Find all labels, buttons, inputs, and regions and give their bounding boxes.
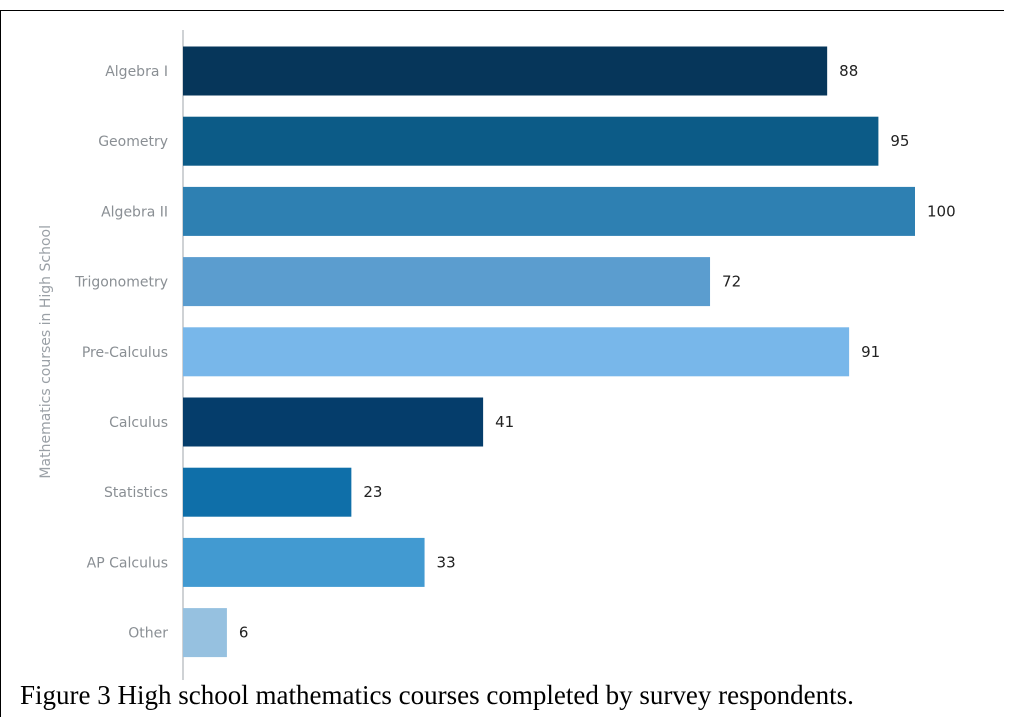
bar-ap-calculus [183, 537, 425, 587]
bar-other [183, 608, 227, 658]
value-label: 91 [861, 343, 880, 361]
value-label: 88 [839, 62, 858, 80]
category-label: Algebra II [101, 204, 168, 220]
bar-trigonometry [183, 257, 711, 307]
bar-algebra-i [183, 46, 828, 96]
frame-top-border [0, 10, 1004, 11]
value-label: 95 [890, 132, 909, 150]
bar-pre-calculus [183, 327, 850, 377]
category-label: Algebra I [105, 64, 168, 80]
category-label: Geometry [98, 134, 168, 150]
category-label: Statistics [104, 485, 168, 501]
category-label: Trigonometry [74, 275, 168, 291]
frame-left-border [0, 10, 1, 717]
bar-geometry [183, 116, 879, 166]
category-label: AP Calculus [87, 555, 168, 571]
value-label: 100 [927, 202, 956, 220]
bar-calculus [183, 397, 484, 447]
category-label: Other [128, 626, 168, 642]
value-label: 41 [495, 413, 514, 431]
bar-algebra-ii [183, 186, 915, 236]
category-label: Pre-Calculus [82, 345, 168, 361]
category-label: Calculus [109, 415, 168, 431]
y-axis-title: Mathematics courses in High School [38, 225, 54, 479]
value-label: 72 [722, 273, 741, 291]
bar-chart: Mathematics courses in High School Algeb… [38, 30, 956, 680]
value-label: 23 [363, 483, 382, 501]
bars-group: Algebra I 88 Geometry 95 Algebra II 100 Trigon… [74, 46, 956, 658]
bar-statistics [183, 467, 352, 517]
value-label: 6 [239, 624, 249, 642]
value-label: 33 [437, 553, 456, 571]
figure-caption: Figure 3 High school mathematics courses… [20, 680, 854, 710]
